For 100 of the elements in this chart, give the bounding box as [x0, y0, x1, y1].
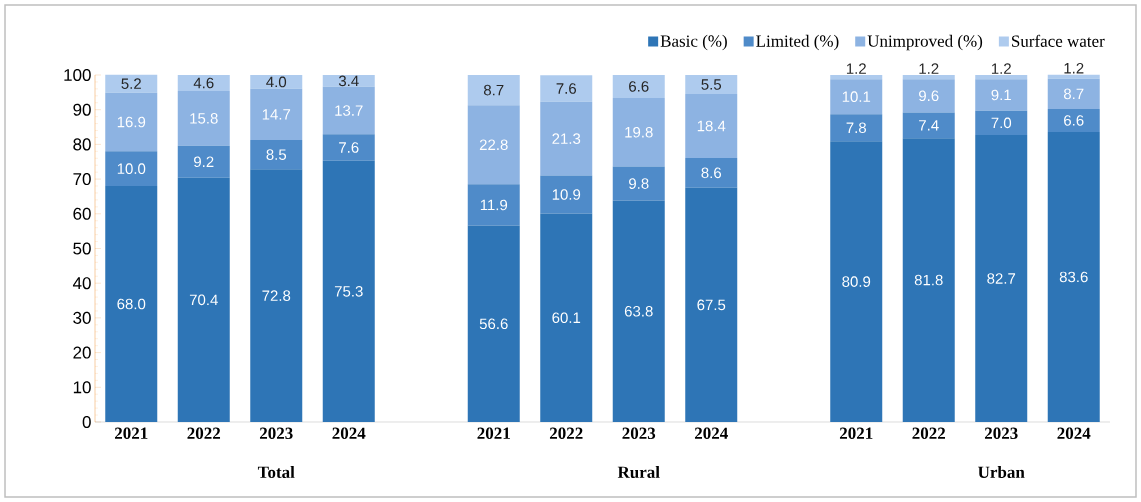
data-label: 14.7: [262, 109, 291, 120]
bar: [975, 110, 1028, 136]
y-tick-label: 10: [73, 381, 91, 394]
bar: [1047, 108, 1100, 132]
data-label: 18.4: [697, 120, 726, 132]
text: Total: [257, 466, 295, 478]
data-label: 8.6: [701, 167, 722, 179]
y-tick-label: 0: [82, 415, 91, 429]
data-label: 13.7: [335, 105, 363, 116]
bar: [830, 79, 883, 115]
bar: [830, 74, 883, 80]
bar: [105, 186, 158, 422]
y-tick-label: 90: [73, 103, 91, 116]
bar: [685, 74, 738, 95]
bar: [685, 187, 738, 422]
bar: [250, 169, 303, 422]
data-label: 10.0: [117, 163, 146, 174]
data-label: 7.8: [846, 122, 867, 134]
data-label: 9.1: [991, 89, 1011, 101]
bar: [612, 97, 665, 167]
legend-label: Limited (%): [756, 34, 839, 51]
bar: [1047, 78, 1100, 109]
bar: [322, 160, 375, 422]
x-tick-label: 2022: [912, 427, 946, 439]
bar: [902, 138, 955, 422]
data-label: 19.8: [625, 126, 653, 138]
bar: [830, 114, 883, 142]
y-tick-label: 80: [73, 138, 91, 151]
x-tick-label: 2021: [114, 427, 148, 439]
data-label: 1.2: [846, 63, 866, 74]
data-label: 8.5: [266, 149, 287, 160]
data-label: 6.6: [1064, 115, 1084, 126]
bar: [975, 74, 1028, 80]
text: Urban: [978, 466, 1025, 478]
data-label: 10.1: [842, 91, 871, 102]
text: Rural: [617, 465, 660, 478]
bar: [902, 74, 955, 80]
data-label: 83.6: [1059, 271, 1088, 283]
y-tick-label: 20: [73, 346, 91, 359]
data-label: 7.6: [339, 142, 359, 153]
legend-label: Unimproved (%): [867, 34, 983, 51]
data-label: 22.8: [479, 139, 508, 151]
data-label: 8.7: [1063, 88, 1084, 100]
bar: [177, 90, 230, 146]
bar: [105, 92, 158, 152]
bar: [902, 112, 955, 139]
y-tick-label: 30: [73, 311, 91, 324]
bar: [250, 139, 303, 170]
bar: [612, 200, 665, 422]
bar: [322, 74, 375, 87]
x-tick-label: 2024: [694, 427, 728, 439]
data-label: 80.9: [842, 276, 871, 287]
legend-label: Basic (%): [660, 34, 727, 51]
bar: [1047, 74, 1100, 79]
bar: [322, 134, 375, 161]
bar: [685, 157, 738, 188]
bar: [467, 184, 520, 226]
data-label: 1.2: [991, 63, 1011, 74]
x-tick-label: 2023: [259, 427, 293, 439]
bar: [105, 151, 158, 187]
bar: [540, 175, 593, 214]
data-label: 11.9: [480, 199, 508, 211]
data-label: 9.6: [919, 90, 939, 102]
data-label: 7.4: [919, 120, 939, 131]
bar: [975, 79, 1028, 111]
data-label: 72.8: [262, 290, 291, 301]
data-label: 5.5: [701, 79, 722, 90]
x-tick-label: 2021: [477, 427, 510, 439]
x-tick-label: 2023: [622, 427, 656, 439]
data-label: 70.4: [189, 294, 218, 306]
bar: [612, 166, 665, 201]
data-label: 7.6: [556, 83, 577, 94]
y-tick-label: 100: [64, 68, 91, 82]
bar: [467, 225, 520, 422]
data-label: 6.6: [629, 81, 649, 92]
data-label: 82.7: [987, 273, 1016, 284]
bar: [1047, 131, 1100, 422]
data-label: 16.9: [117, 116, 146, 128]
y-tick-label: 60: [73, 207, 91, 220]
y-tick-label: 70: [73, 173, 91, 186]
bar: [177, 177, 230, 422]
x-tick-label: 2024: [1057, 427, 1091, 439]
data-label: 63.8: [624, 305, 653, 317]
legend-label: Surface water: [1012, 34, 1105, 47]
data-label: 60.1: [552, 312, 581, 324]
x-tick-label: 2022: [187, 427, 221, 439]
data-label: 56.6: [479, 318, 508, 330]
data-label: 3.4: [338, 75, 359, 87]
bar: [467, 74, 520, 106]
bar: [540, 213, 593, 422]
data-label: 9.8: [629, 178, 649, 189]
data-label: 5.2: [121, 78, 141, 89]
bar: [250, 74, 303, 89]
data-label: 68.0: [117, 298, 146, 310]
bar: [540, 75, 593, 102]
bar: [975, 135, 1028, 422]
bar: [685, 94, 738, 158]
data-label: 81.8: [914, 274, 943, 286]
y-tick-label: 40: [72, 277, 91, 290]
x-tick-label: 2021: [839, 427, 873, 439]
